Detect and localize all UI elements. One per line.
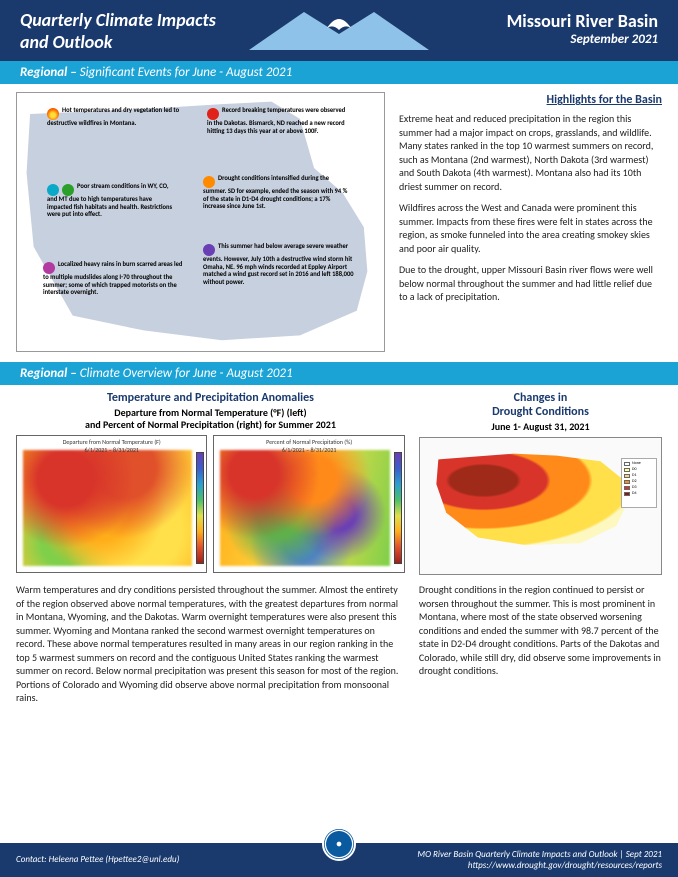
precip-map-fill bbox=[220, 450, 389, 566]
legend-label: D3 bbox=[632, 485, 637, 490]
drought-change-map: NoneD0D1D2D3D4 bbox=[419, 437, 662, 575]
callout-streams: Poor stream conditions in WY, CO, and MT… bbox=[47, 183, 177, 218]
basin-event-map: Hot temperatures and dry vegetation led … bbox=[16, 92, 385, 352]
legend-label: D1 bbox=[632, 473, 637, 478]
callout-windstorm: This summer had below average severe wea… bbox=[203, 243, 363, 286]
callout-wildfires: Hot temperatures and dry vegetation led … bbox=[47, 107, 187, 127]
legend-swatch bbox=[624, 486, 630, 490]
legend-swatch bbox=[624, 492, 630, 496]
drought-map-fill bbox=[434, 452, 632, 547]
temp-anomaly-map: Departure from Normal Temperature (F) 6/… bbox=[16, 435, 207, 573]
callout-mudslides: Localized heavy rains in burn scarred ar… bbox=[43, 261, 183, 296]
section-label-bold: Regional – bbox=[20, 65, 77, 80]
callout-record-temps: Record breaking temperatures were observ… bbox=[207, 107, 347, 135]
temp-colorbar bbox=[196, 452, 204, 564]
title-line2: and Outlook bbox=[20, 32, 216, 54]
doc-title-left: Quarterly Climate Impacts and Outlook bbox=[20, 10, 216, 53]
noaa-logo-icon bbox=[322, 827, 356, 861]
callout-text: Record breaking temperatures were observ… bbox=[207, 106, 345, 134]
legend-label: D0 bbox=[632, 467, 637, 472]
section-bar-overview: Regional – Climate Overview for June - A… bbox=[0, 362, 678, 385]
section-bar-events: Regional – Significant Events for June -… bbox=[0, 61, 678, 84]
precip-anomaly-map: Percent of Normal Precipitation (%) 6/1/… bbox=[213, 435, 404, 573]
legend-swatch bbox=[624, 468, 630, 472]
legend-swatch bbox=[624, 474, 630, 478]
overview-text-left: Warm temperatures and dry conditions per… bbox=[16, 583, 405, 705]
drought-panel: Changes in Drought Conditions June 1- Au… bbox=[419, 391, 662, 575]
legend-row: D2 bbox=[624, 479, 654, 484]
highlights-p3: Due to the drought, upper Missouri Basin… bbox=[399, 263, 662, 304]
legend-row: D3 bbox=[624, 485, 654, 490]
legend-swatch bbox=[624, 462, 630, 466]
drought-title: Changes in Drought Conditions bbox=[419, 391, 662, 419]
highlights-panel: Highlights for the Basin Extreme heat an… bbox=[399, 92, 662, 352]
footer-line2: https://www.drought.gov/drought/resource… bbox=[417, 860, 662, 871]
legend-row: D0 bbox=[624, 467, 654, 472]
section-label-rest: Climate Overview for June - August 2021 bbox=[77, 366, 293, 381]
region-title: Missouri River Basin bbox=[507, 10, 658, 32]
highlights-title: Highlights for the Basin bbox=[399, 92, 662, 108]
footer-contact: Contact: Heleena Pettee (Hpettee2@unl.ed… bbox=[16, 854, 179, 865]
legend-row: D1 bbox=[624, 473, 654, 478]
drought-subtitle: June 1- August 31, 2021 bbox=[419, 421, 662, 433]
temp-map-title: Departure from Normal Temperature (F) 6/… bbox=[17, 438, 206, 454]
anomalies-panel: Temperature and Precipitation Anomalies … bbox=[16, 391, 405, 575]
callout-text: Drought conditions intensified during th… bbox=[203, 174, 347, 210]
title-line1: Quarterly Climate Impacts bbox=[20, 10, 216, 32]
overview-body: Temperature and Precipitation Anomalies … bbox=[0, 385, 678, 713]
events-body: Hot temperatures and dry vegetation led … bbox=[0, 84, 678, 362]
overview-text-right: Drought conditions in the region continu… bbox=[419, 583, 662, 705]
footer-right: MO River Basin Quarterly Climate Impacts… bbox=[417, 849, 662, 872]
section-label-bold: Regional – bbox=[20, 366, 77, 381]
precip-map-title: Percent of Normal Precipitation (%) 6/1/… bbox=[214, 438, 403, 454]
header: Quarterly Climate Impacts and Outlook Mi… bbox=[0, 0, 678, 61]
legend-label: None bbox=[632, 461, 641, 466]
overview-maps-row: Temperature and Precipitation Anomalies … bbox=[16, 391, 662, 575]
legend-label: D2 bbox=[632, 479, 637, 484]
anomaly-map-pair: Departure from Normal Temperature (F) 6/… bbox=[16, 435, 405, 573]
callout-text: This summer had below average severe wea… bbox=[203, 242, 354, 285]
legend-swatch bbox=[624, 480, 630, 484]
overview-text-row: Warm temperatures and dry conditions per… bbox=[16, 583, 662, 705]
callout-text: Hot temperatures and dry vegetation led … bbox=[47, 106, 179, 127]
header-mountain-icon bbox=[249, 0, 429, 50]
drought-legend: NoneD0D1D2D3D4 bbox=[621, 458, 657, 508]
temp-map-fill bbox=[23, 450, 192, 566]
issue-date: September 2021 bbox=[507, 32, 658, 47]
legend-label: D4 bbox=[632, 491, 637, 496]
callout-drought: Drought conditions intensified during th… bbox=[203, 175, 353, 210]
callout-text: Localized heavy rains in burn scarred ar… bbox=[43, 260, 182, 296]
section-label-rest: Significant Events for June - August 202… bbox=[77, 65, 292, 80]
footer: Contact: Heleena Pettee (Hpettee2@unl.ed… bbox=[0, 843, 678, 877]
doc-title-right: Missouri River Basin September 2021 bbox=[507, 10, 658, 47]
anomalies-title: Temperature and Precipitation Anomalies bbox=[16, 391, 405, 405]
anomalies-subtitle: Departure from Normal Temperature (°F) (… bbox=[16, 407, 405, 431]
precip-colorbar bbox=[394, 452, 402, 564]
highlights-p1: Extreme heat and reduced precipitation i… bbox=[399, 112, 662, 193]
legend-row: D4 bbox=[624, 491, 654, 496]
footer-line1: MO River Basin Quarterly Climate Impacts… bbox=[417, 849, 662, 860]
legend-row: None bbox=[624, 461, 654, 466]
highlights-p2: Wildfires across the West and Canada wer… bbox=[399, 201, 662, 255]
basin-silhouette bbox=[23, 99, 378, 345]
